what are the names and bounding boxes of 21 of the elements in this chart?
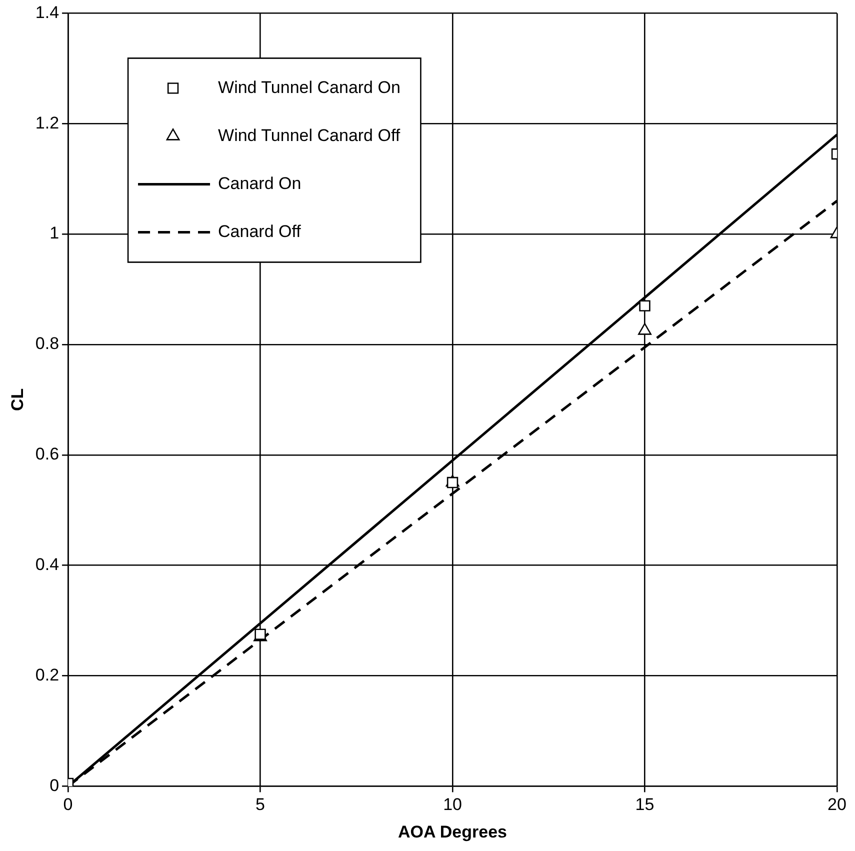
y-tick-label: 1.4 [35,2,60,22]
y-tick-label: 0 [50,776,60,795]
legend-label: Canard Off [218,222,302,241]
point [446,476,458,488]
x-tick-label: 15 [635,795,654,814]
y-tick-label: 0.6 [35,444,60,464]
x-tick-label: 20 [828,795,846,814]
legend-label: Wind Tunnel Canard Off [218,126,400,145]
y-tick-label: 1 [50,224,60,243]
x-tick-label: 0 [63,795,73,814]
point [638,323,652,335]
x-axis-title: AOA Degrees [398,822,507,842]
x-tick-label: 10 [443,795,462,814]
legend-label: Wind Tunnel Canard On [218,78,400,97]
y-tick-label: 0.2 [35,665,60,684]
x-tick-label: 5 [256,795,266,814]
y-tick-label: 1.2 [35,113,60,132]
y-tick-label: 0.8 [35,334,60,354]
legend-label: Canard On [218,174,302,193]
y-axis-title: CL [8,388,27,412]
y-tick-label: 0.4 [35,555,60,574]
